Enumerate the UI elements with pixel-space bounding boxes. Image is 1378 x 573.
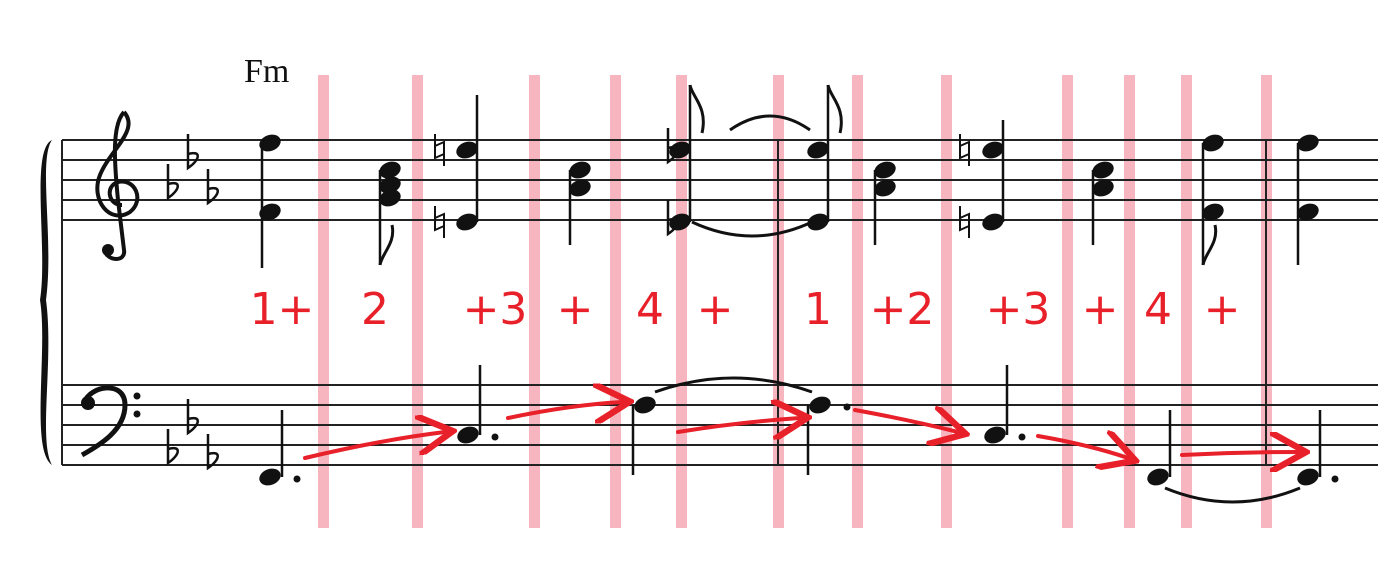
flat [666,128,679,165]
notehead [809,396,831,414]
notehead [457,426,479,444]
notes [166,84,1339,504]
natural [434,134,445,166]
flag [1201,224,1218,266]
notehead [1297,203,1319,221]
notehead [669,141,691,159]
notehead [1092,161,1114,179]
treble-clef [102,244,114,256]
flag [826,84,843,134]
flat [166,164,179,201]
dot [293,475,301,483]
bass-clef [80,385,128,458]
arrow [676,418,800,432]
notehead [634,396,656,414]
flat [186,134,199,171]
count-label: 1+ [250,284,315,335]
beat-guides [318,75,1272,528]
beat-guide [610,75,621,528]
notehead [1092,179,1114,197]
notehead [259,203,281,221]
notehead [569,179,591,197]
notehead [982,213,1004,231]
notehead [807,213,829,231]
count-label: 4 [636,284,664,335]
flag [688,84,705,134]
notehead [379,176,401,194]
flat [206,434,219,471]
arrow [1036,436,1128,458]
beat-guide [1062,75,1073,528]
counts: 1+ 2 +3 +4 +1 +2 +3 +4 + [250,284,1241,335]
notehead [874,161,896,179]
tie [691,220,813,238]
notehead [1202,134,1224,152]
arrow [506,402,622,418]
bass-clef [81,396,95,410]
count-label: + [1204,284,1241,335]
bass-clef [133,392,141,400]
count-label: 1 [804,284,832,335]
natural [434,206,445,238]
notehead [1202,203,1224,221]
beat-guide [318,75,329,528]
arrow [1180,452,1298,455]
flat [666,200,679,237]
arrow [303,432,445,460]
notehead [982,141,1004,159]
dot [1018,433,1026,441]
notehead [379,189,401,207]
beat-guide [941,75,952,528]
notehead [984,426,1006,444]
count-label: + [697,284,734,335]
count-label: +3 [463,284,528,335]
flat [166,429,179,466]
count-label: 2 [361,284,389,335]
notehead [456,141,478,159]
dot [491,433,499,441]
natural [959,134,970,166]
notehead [874,179,896,197]
notehead [1147,468,1169,486]
notehead [259,134,281,152]
dot [1331,475,1339,483]
treble-clef [95,110,140,261]
beat-guide [1124,75,1135,528]
arrow [853,410,958,432]
chord-symbol: Fm [244,53,289,90]
beat-guide [1181,75,1192,528]
beat-guide [412,75,423,528]
arrows [303,402,1298,460]
tie [1164,486,1301,504]
flag [378,224,395,266]
notehead [569,161,591,179]
natural [959,206,970,238]
notehead [1297,468,1319,486]
count-label: +2 [870,284,935,335]
tie [654,376,813,394]
notehead [807,141,829,159]
count-label: 4 [1144,284,1172,335]
beat-guide [529,75,540,528]
brace [40,140,52,465]
count-label: + [1082,284,1119,335]
flat [206,169,219,206]
count-label: + [557,284,594,335]
beat-guide [852,75,863,528]
notehead [1297,134,1319,152]
notehead [379,161,401,179]
notehead [259,468,281,486]
bass-clef [133,410,141,418]
beat-guide [676,75,687,528]
dot [843,403,851,411]
notehead [456,213,478,231]
count-label: +3 [986,284,1051,335]
tie [729,114,811,132]
flat [186,399,199,436]
notehead [669,213,691,231]
